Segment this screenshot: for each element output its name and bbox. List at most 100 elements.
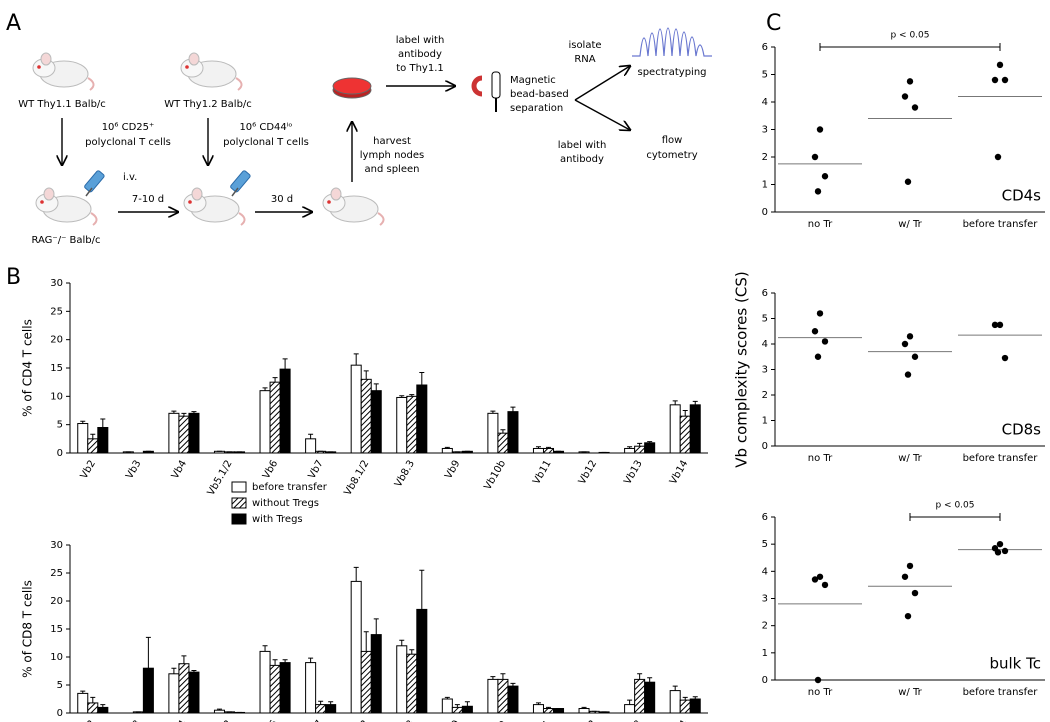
panel-label: A	[6, 11, 21, 36]
mouse-icon	[322, 187, 385, 226]
y-tick-label: 0	[762, 441, 768, 452]
legend-label: before transfer	[252, 482, 328, 493]
bar	[168, 412, 180, 454]
legend-swatch	[231, 497, 247, 509]
legend-swatch	[231, 481, 247, 493]
error-bar	[546, 706, 551, 709]
error-bar	[171, 667, 177, 674]
error-bar	[262, 387, 268, 391]
error-bar	[546, 446, 551, 449]
data-point	[821, 173, 829, 180]
error-bar	[171, 410, 177, 414]
diagram-label: lymph nodes	[360, 150, 424, 161]
y-tick-label: 30	[50, 540, 63, 551]
error-bar	[535, 702, 541, 705]
error-bar	[444, 446, 450, 449]
bar	[542, 447, 555, 454]
diagram-label: isolate	[568, 40, 601, 51]
error-bar	[80, 690, 86, 694]
error-bar	[444, 696, 450, 699]
error-bar	[672, 685, 678, 691]
y-tick-label: 6	[762, 42, 768, 53]
significance-label: p < 0.05	[935, 501, 974, 511]
error-bar	[409, 394, 415, 397]
error-bar	[373, 618, 379, 635]
bar	[441, 447, 453, 454]
bar	[461, 705, 473, 714]
data-point	[814, 676, 822, 684]
x-tick-label: w/ Tr	[898, 687, 922, 698]
y-tick-label: 20	[50, 335, 63, 346]
bar	[370, 390, 382, 454]
bar	[142, 667, 154, 714]
bar	[644, 442, 656, 454]
bar	[168, 673, 180, 714]
x-tick-label: no Tr	[808, 453, 833, 464]
bar	[487, 678, 499, 714]
bar	[305, 662, 317, 714]
error-bar	[581, 706, 587, 709]
error-bar	[692, 696, 698, 699]
data-point	[901, 93, 909, 100]
y-axis-label: Vb complexity scores (CS)	[733, 271, 751, 467]
y-tick-label: 25	[50, 568, 63, 579]
mouse-icon	[183, 187, 246, 226]
error-bar	[90, 433, 96, 439]
bar	[679, 415, 691, 454]
data-point	[821, 338, 829, 345]
data-point	[821, 581, 829, 589]
data-point	[991, 321, 999, 329]
arrow	[574, 66, 630, 101]
y-tick-label: 2	[762, 390, 768, 401]
bar	[451, 706, 463, 714]
data-point	[994, 549, 1002, 556]
data-point	[1001, 547, 1009, 555]
x-tick-label: Vb4	[170, 459, 189, 481]
bar	[441, 698, 453, 714]
significance-bracket	[909, 513, 1001, 521]
x-tick-label: Vb2	[79, 459, 98, 481]
y-tick-label: 25	[50, 306, 63, 317]
bar	[360, 378, 372, 454]
legend-label: with Tregs	[252, 514, 303, 525]
bar	[669, 690, 681, 714]
error-bar	[100, 704, 106, 708]
bar	[406, 653, 418, 714]
error-bar	[353, 353, 359, 366]
diagram-label: 10⁶ CD25⁺	[102, 122, 155, 133]
y-tick-label: 5	[762, 539, 768, 550]
panel-annotation: CD8s	[1002, 421, 1042, 439]
significance-label: p < 0.05	[890, 31, 929, 41]
mouse-icon	[32, 52, 95, 91]
error-bar	[308, 657, 314, 663]
bar	[188, 671, 200, 714]
bar	[644, 681, 656, 714]
bar	[497, 432, 509, 454]
x-tick-label: Vb14	[668, 459, 690, 487]
x-tick-label: before transfer	[963, 687, 1039, 698]
diagram-label: WT Thy1.2 Balb/c	[164, 99, 252, 110]
error-bar	[500, 429, 506, 434]
x-tick-label: Vb9	[443, 719, 462, 722]
diagram-label: label with	[558, 140, 607, 151]
bar	[689, 404, 701, 454]
diagram-label: 30 d	[271, 194, 293, 205]
y-tick-label: 0	[57, 448, 63, 459]
mouse-icon	[180, 52, 243, 91]
diagram-label: RNA	[574, 54, 595, 65]
bar	[77, 692, 89, 714]
y-tick-label: 3	[762, 365, 768, 376]
bar	[416, 384, 428, 454]
y-tick-label: 0	[762, 207, 768, 218]
bar	[350, 580, 362, 714]
diagram-label: cytometry	[646, 150, 697, 161]
x-tick-label: Vb12	[577, 719, 599, 722]
bar	[269, 381, 281, 454]
data-point	[904, 612, 912, 620]
y-tick-label: 2	[762, 152, 768, 163]
y-tick-label: 4	[762, 566, 768, 577]
data-point	[901, 340, 909, 348]
diagram-label: 10⁶ CD44ˡᵒ	[239, 122, 292, 133]
data-point	[991, 76, 999, 84]
